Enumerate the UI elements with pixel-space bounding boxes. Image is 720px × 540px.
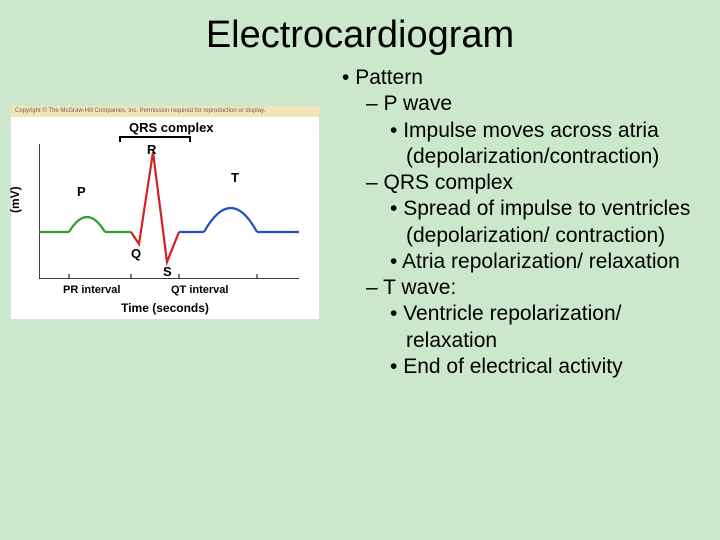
x-axis-label: Time (seconds) — [11, 301, 319, 315]
diagram-column: Copyright © The McGraw-Hill Companies, I… — [10, 65, 330, 380]
outline-l2: P wave Impulse moves across atria (depol… — [358, 91, 710, 380]
outline-twave: T wave: Ventricle repolarization/ relaxa… — [358, 275, 710, 380]
twave-desc1: Ventricle repolarization/ relaxation — [382, 301, 710, 354]
outline-pwave: P wave Impulse moves across atria (depol… — [358, 91, 710, 170]
qrs-complex-text: QRS complex — [129, 120, 214, 135]
y-axis-label: (mV) — [8, 186, 22, 213]
pr-interval-label: PR interval — [63, 284, 120, 296]
pwave-desc: Impulse moves across atria (depolarizati… — [382, 118, 710, 171]
t-wave-path — [204, 208, 257, 232]
outline-pattern-text: Pattern — [355, 66, 423, 89]
qt-interval-label: QT interval — [171, 284, 228, 296]
qrs-desc2: Atria repolarization/ relaxation — [382, 249, 710, 275]
qrs-complex-label: QRS complex — [129, 120, 214, 135]
outline-pattern: Pattern P wave Impulse moves across atri… — [334, 65, 710, 380]
ecg-diagram: Copyright © The McGraw-Hill Companies, I… — [10, 105, 320, 320]
p-wave-path — [69, 217, 105, 232]
copyright-bar: Copyright © The McGraw-Hill Companies, I… — [11, 106, 319, 117]
twave-details: Ventricle repolarization/ relaxation End… — [382, 301, 710, 380]
page-title: Electrocardiogram — [0, 0, 720, 65]
ecg-waveform — [39, 144, 309, 279]
content-row: Copyright © The McGraw-Hill Companies, I… — [0, 65, 720, 380]
pwave-label: P wave — [384, 92, 453, 115]
twave-desc2: End of electrical activity — [382, 354, 710, 380]
twave-label: T wave: — [383, 276, 456, 299]
q-letter: Q — [131, 246, 141, 261]
outline-qrs: QRS complex Spread of impulse to ventric… — [358, 170, 710, 275]
s-letter: S — [163, 264, 172, 279]
pwave-details: Impulse moves across atria (depolarizati… — [382, 118, 710, 171]
t-letter: T — [231, 170, 239, 185]
qrs-desc1: Spread of impulse to ventricles (depolar… — [382, 196, 710, 249]
qrs-details: Spread of impulse to ventricles (depolar… — [382, 196, 710, 275]
r-letter: R — [147, 142, 156, 157]
qrs-label-text: QRS complex — [384, 171, 514, 194]
p-letter: P — [77, 184, 86, 199]
outline-l1: Pattern P wave Impulse moves across atri… — [334, 65, 710, 380]
text-column: Pattern P wave Impulse moves across atri… — [330, 65, 710, 380]
